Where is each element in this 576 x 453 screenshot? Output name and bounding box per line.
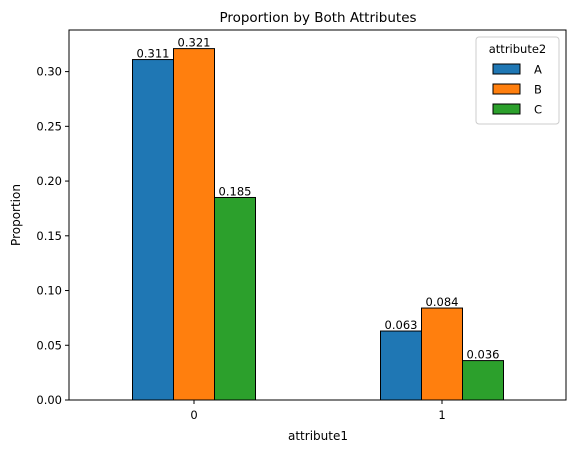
bars-group (133, 49, 504, 400)
data-label: 0.185 (219, 184, 252, 198)
y-tick-label: 0.25 (36, 119, 62, 133)
bar-A-1 (381, 331, 422, 400)
chart-title: Proportion by Both Attributes (219, 10, 416, 26)
bar-A-0 (133, 60, 174, 400)
y-tick-label: 0.20 (36, 174, 62, 188)
legend-swatch-A (493, 64, 520, 74)
y-axis-label: Proportion (9, 184, 23, 246)
data-label: 0.084 (426, 295, 459, 309)
legend-label: B (534, 83, 542, 97)
legend-label: A (534, 63, 542, 77)
y-tick-label: 0.10 (36, 284, 62, 298)
x-tick-label: 0 (190, 408, 197, 422)
legend-title: attribute2 (489, 42, 546, 56)
legend-swatch-C (493, 104, 520, 114)
y-axis-ticks: 0.00 0.05 0.10 0.15 0.20 0.25 0.30 (36, 65, 69, 407)
bar-C-1 (463, 361, 504, 400)
data-label: 0.063 (385, 318, 418, 332)
x-tick-label: 1 (438, 408, 445, 422)
data-label: 0.311 (137, 47, 170, 61)
y-tick-label: 0.30 (36, 65, 62, 79)
y-tick-label: 0.15 (36, 229, 62, 243)
legend-swatch-B (493, 84, 520, 94)
x-axis-label: attribute1 (288, 429, 348, 443)
bar-B-0 (174, 49, 215, 400)
bar-C-0 (215, 197, 256, 400)
legend-items: ABC (493, 63, 542, 117)
data-label: 0.036 (467, 348, 500, 362)
bar-B-1 (422, 308, 463, 400)
legend: attribute2 ABC (476, 37, 559, 124)
y-tick-label: 0.05 (36, 338, 62, 352)
y-tick-label: 0.00 (36, 393, 62, 407)
data-label: 0.321 (178, 36, 211, 50)
legend-label: C (534, 103, 542, 117)
